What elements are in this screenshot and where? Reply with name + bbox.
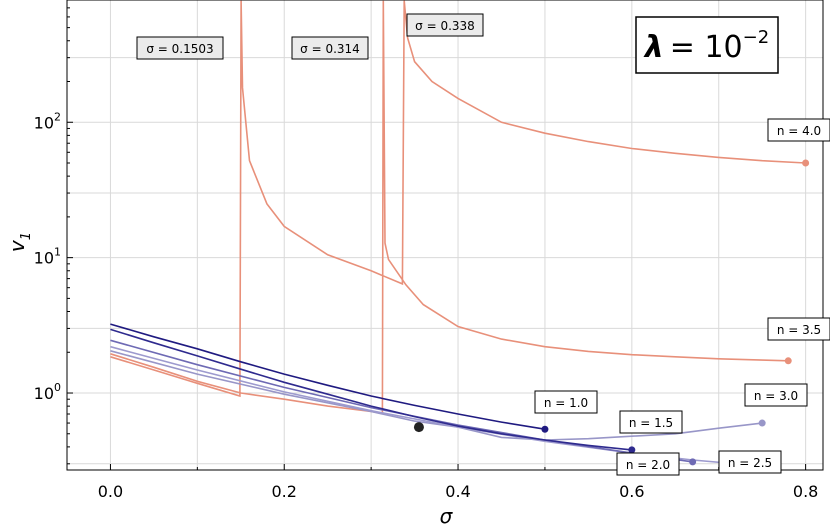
series-callout-n3: n = 3.0 <box>744 383 808 407</box>
series-endpoint-1 <box>541 425 549 433</box>
y-axis-title: v1 <box>5 232 34 252</box>
x-tick-label: 0.2 <box>272 482 297 501</box>
threshold-label-2: σ = 0.314 <box>291 36 369 60</box>
svg-text:n = 3.0: n = 3.0 <box>754 389 798 403</box>
x-tick-label: 0.0 <box>98 482 123 501</box>
y-tick-label-exp: 2 <box>54 110 61 123</box>
series-callout-n4: n = 4.0 <box>767 118 830 142</box>
x-tick-label: 0.6 <box>619 482 644 501</box>
threshold-label-3: σ = 0.338 <box>406 13 484 37</box>
series-endpoint-2 <box>628 446 636 454</box>
svg-text:n = 2.5: n = 2.5 <box>728 456 772 470</box>
series-callout-n25: n = 2.5 <box>718 450 782 474</box>
y-tick-label-base: 10 <box>34 113 54 132</box>
series-endpoint-5 <box>758 419 766 427</box>
series-line-5 <box>110 350 763 441</box>
svg-text:n = 2.0: n = 2.0 <box>626 458 670 472</box>
svg-text:σ = 0.314: σ = 0.314 <box>300 42 360 56</box>
x-axis-title: σ <box>440 504 454 528</box>
svg-text:n = 1.0: n = 1.0 <box>544 396 588 410</box>
y-tick-label-exp: 1 <box>54 246 61 259</box>
series-line-4 <box>110 345 737 465</box>
series-callout-n2: n = 2.0 <box>616 452 680 476</box>
x-tick-label: 0.8 <box>793 482 818 501</box>
svg-text:σ = 0.338: σ = 0.338 <box>415 19 475 33</box>
y-tick-label: 100 <box>34 381 61 403</box>
series-endpoint-6 <box>784 357 792 365</box>
svg-text:v1: v1 <box>5 232 34 252</box>
svg-text:n = 4.0: n = 4.0 <box>777 124 821 138</box>
series-callout-n35: n = 3.5 <box>767 317 830 341</box>
y-axis-title-sub: 1 <box>19 232 34 240</box>
series-callout-n1: n = 1.0 <box>534 390 598 414</box>
series-line-2 <box>110 328 632 451</box>
y-tick-label-base: 10 <box>34 249 54 268</box>
y-tick-label-base: 10 <box>34 384 54 403</box>
y-tick-label: 101 <box>34 246 61 268</box>
series-line-6 <box>110 0 789 415</box>
svg-text:σ = 0.1503: σ = 0.1503 <box>146 42 213 56</box>
marker-point <box>413 422 424 433</box>
grid <box>67 0 823 470</box>
lambda-box: λ = 10−2 <box>635 16 779 74</box>
lambda-symbol: λ <box>643 30 664 65</box>
x-tick-label: 0.4 <box>445 482 470 501</box>
lambda-exp: −2 <box>743 27 770 48</box>
y-axis-title-main: v <box>5 239 29 252</box>
y-tick-label-exp: 0 <box>54 381 61 394</box>
threshold-label-1: σ = 0.1503 <box>136 36 224 60</box>
plot-frame <box>66 0 824 471</box>
series-endpoint-3 <box>689 458 697 466</box>
series-endpoint-7 <box>802 159 810 167</box>
svg-text:n = 3.5: n = 3.5 <box>777 323 821 337</box>
svg-text:λ= 10−2: λ = 10−2 <box>643 27 769 65</box>
svg-text:n = 1.5: n = 1.5 <box>629 416 673 430</box>
y-tick-label: 102 <box>34 110 61 132</box>
series-line-7 <box>110 0 806 398</box>
lambda-eq: = 10 <box>670 30 743 65</box>
series-callout-n15: n = 1.5 <box>619 410 683 434</box>
series-line-1 <box>110 323 546 430</box>
series-layer <box>110 0 810 468</box>
